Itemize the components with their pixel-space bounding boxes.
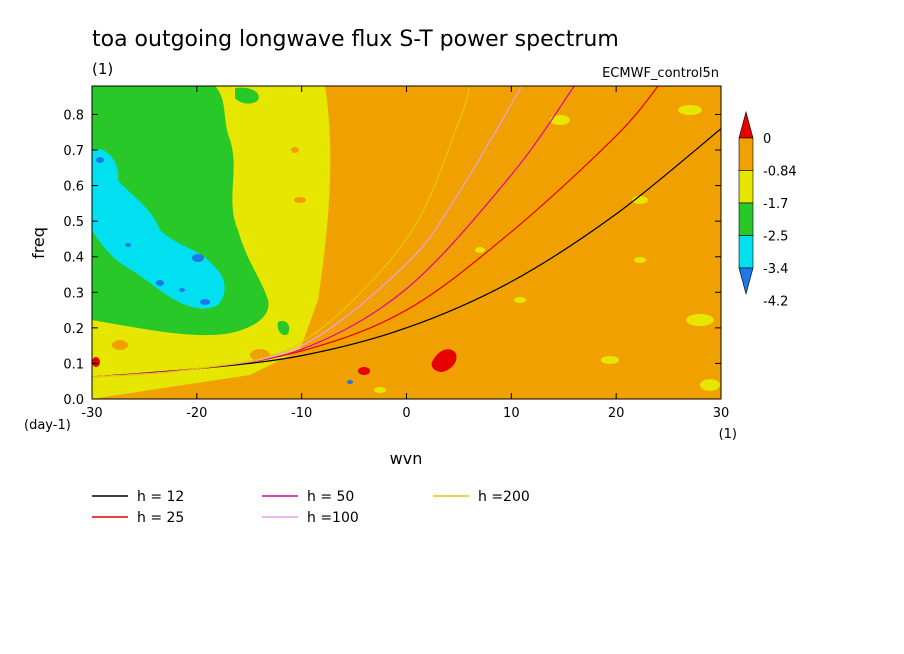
- yellow-speckle: [634, 257, 646, 263]
- x-tick-label: 10: [503, 406, 520, 421]
- y-tick-label: 0.8: [63, 108, 84, 123]
- chart-title: toa outgoing longwave flux S-T power spe…: [92, 27, 619, 52]
- blue-speckles: [96, 157, 353, 384]
- x-tick-label: -20: [186, 406, 207, 421]
- x-tick-label: -10: [291, 406, 312, 421]
- y-tick-label: 0.3: [63, 286, 84, 301]
- red-spot: [431, 349, 457, 372]
- y-tick-label: 0.2: [63, 322, 84, 337]
- x-tick-label: 30: [713, 406, 730, 421]
- blue-speckle: [192, 254, 204, 262]
- yellow-speckle: [686, 314, 714, 326]
- title-units: (1): [92, 60, 113, 78]
- red-spot: [358, 367, 370, 375]
- legend: h = 12 h = 25 h = 50 h =100 h =200: [92, 489, 530, 526]
- blue-speckle: [347, 380, 353, 384]
- legend-label-h12: h = 12: [137, 489, 184, 505]
- green-patch-center: [277, 320, 290, 336]
- colorbar-label: -3.4: [763, 262, 788, 277]
- y-tick-label: 0.0: [63, 393, 84, 408]
- orange-speckle: [112, 340, 128, 350]
- colorbar-label: -4.2: [763, 295, 788, 310]
- cyan-region: [92, 149, 225, 309]
- heatmap-field: [92, 86, 721, 399]
- y-axis-units: (day-1): [24, 418, 71, 433]
- colorbar-label: 0: [763, 132, 771, 147]
- y-tick-label: 0.5: [63, 215, 84, 230]
- colorbar-label: -2.5: [763, 230, 788, 245]
- orange-speckle: [291, 147, 299, 153]
- x-tick-label: 0: [402, 406, 410, 421]
- colorbar-segment: [738, 235, 754, 269]
- y-axis-label: freq: [29, 227, 48, 259]
- orange-region: [92, 86, 721, 399]
- legend-label-h100: h =100: [307, 510, 359, 526]
- blue-speckle: [156, 280, 164, 286]
- green-region-top: [235, 87, 259, 104]
- yellow-speckle: [678, 105, 702, 115]
- yellow-speckle: [374, 387, 386, 393]
- colorbar-segment: [738, 170, 754, 204]
- colorbar-label: -1.7: [763, 197, 788, 212]
- blue-speckle: [125, 243, 131, 247]
- colorbar-arrow-bottom: [738, 267, 754, 296]
- yellow-speckle: [601, 356, 619, 364]
- blue-speckle: [200, 299, 210, 305]
- colorbar-label: -0.84: [763, 165, 797, 180]
- dispersion-curves: [92, 86, 721, 378]
- legend-label-h200: h =200: [478, 489, 530, 505]
- y-tick-label: 0.1: [63, 357, 84, 372]
- red-spot: [92, 357, 100, 367]
- yellow-speckle: [700, 379, 720, 391]
- colorbar: 0 -0.84 -1.7 -2.5 -3.4 -4.2: [738, 110, 797, 310]
- chart-subtitle: ECMWF_control5n: [602, 66, 719, 81]
- y-tick-label: 0.7: [63, 144, 84, 159]
- colorbar-arrow-top: [738, 110, 754, 139]
- yellow-speckle: [514, 297, 526, 303]
- orange-speckle: [294, 197, 306, 203]
- yellow-speckle: [632, 196, 648, 204]
- yellow-speckle: [550, 115, 570, 125]
- x-tick-label: 20: [608, 406, 625, 421]
- blue-speckle: [179, 288, 185, 292]
- y-tick-label: 0.6: [63, 180, 84, 195]
- yellow-speckles: [374, 105, 720, 393]
- curve-h200: [92, 86, 470, 378]
- yellow-speckle: [475, 247, 485, 253]
- x-axis-units: (1): [719, 427, 737, 442]
- red-spots: [92, 349, 457, 375]
- x-tick-label: -30: [81, 406, 102, 421]
- blue-speckle: [96, 157, 104, 163]
- legend-label-h25: h = 25: [137, 510, 184, 526]
- y-axis: 0.0 0.1 0.2 0.3 0.4 0.5 0.6 0.7 0.8: [63, 108, 721, 408]
- legend-label-h50: h = 50: [307, 489, 354, 505]
- x-axis: -30 -20 -10 0 10 20 30: [81, 86, 729, 421]
- y-tick-label: 0.4: [63, 251, 84, 266]
- x-axis-label: wvn: [390, 449, 423, 468]
- colorbar-segment: [738, 202, 754, 236]
- colorbar-segment: [738, 137, 754, 171]
